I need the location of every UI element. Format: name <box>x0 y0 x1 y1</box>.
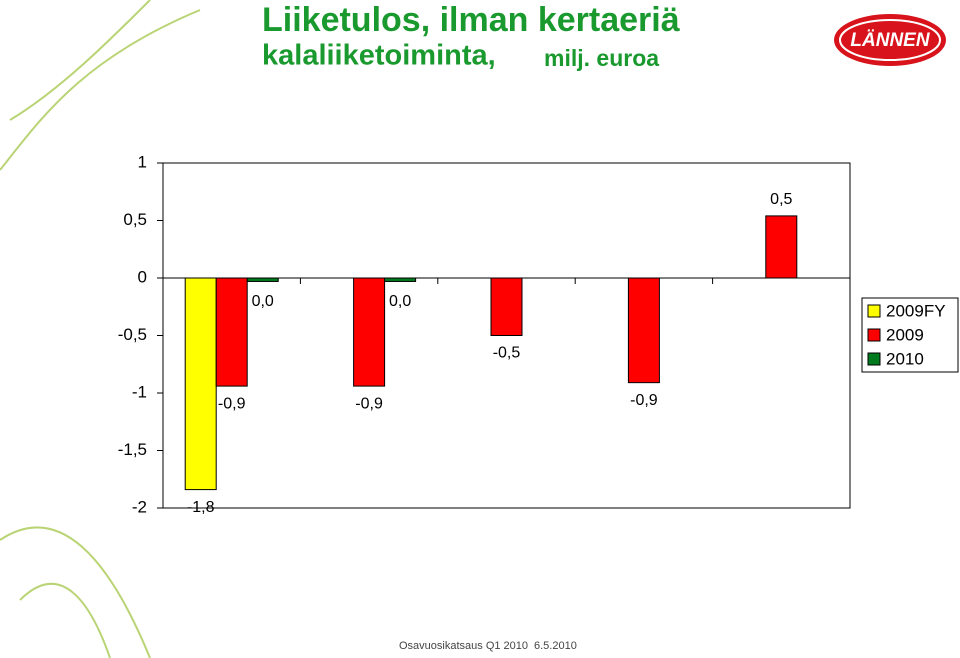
bar <box>246 277 279 282</box>
data-label: -0,9 <box>630 392 658 409</box>
vine <box>0 9 201 171</box>
legend-swatch <box>867 304 881 318</box>
legend-swatch <box>867 328 881 342</box>
vine <box>19 582 111 658</box>
data-label: -0,9 <box>355 395 383 412</box>
legend-label: 2009FY <box>886 301 946 320</box>
bar <box>353 277 386 387</box>
legend-label: 2010 <box>886 349 924 368</box>
bar <box>765 215 798 279</box>
bar <box>490 277 523 336</box>
y-tick-label: -1 <box>132 382 147 401</box>
data-label: -0,9 <box>218 395 246 412</box>
footer-text: Osavuosikatsaus Q1 2010 <box>399 640 528 652</box>
legend-label: 2009 <box>886 325 924 344</box>
vine <box>0 526 151 658</box>
title: Liiketulos, ilman kertaeriä <box>262 1 680 39</box>
data-label: -0,5 <box>493 345 521 362</box>
y-tick-label: -1,5 <box>118 440 147 459</box>
data-label: -1,8 <box>187 499 215 516</box>
logo-ring <box>839 19 941 61</box>
data-label: 0,5 <box>770 191 792 208</box>
decoration <box>0 0 201 658</box>
y-tick-label: -0,5 <box>118 325 147 344</box>
bar <box>184 277 217 491</box>
legend-swatch <box>867 352 881 366</box>
data-label: 0,0 <box>252 293 274 310</box>
bar <box>627 277 660 384</box>
footer-date: 6.5.2010 <box>534 640 577 652</box>
vine <box>9 0 151 121</box>
bar <box>215 277 248 387</box>
y-tick-label: 1 <box>138 152 147 171</box>
logo-shape <box>834 14 946 66</box>
bar <box>384 277 417 282</box>
subtitle: kalaliiketoiminta, <box>262 40 496 72</box>
data-label: 0,0 <box>389 293 411 310</box>
y-tick-label: 0,5 <box>123 210 147 229</box>
y-tick-label: -2 <box>132 497 147 516</box>
y-tick-label: 0 <box>138 267 147 286</box>
unit-label: milj. euroa <box>544 45 659 71</box>
logo: LÄNNEN <box>850 30 930 51</box>
